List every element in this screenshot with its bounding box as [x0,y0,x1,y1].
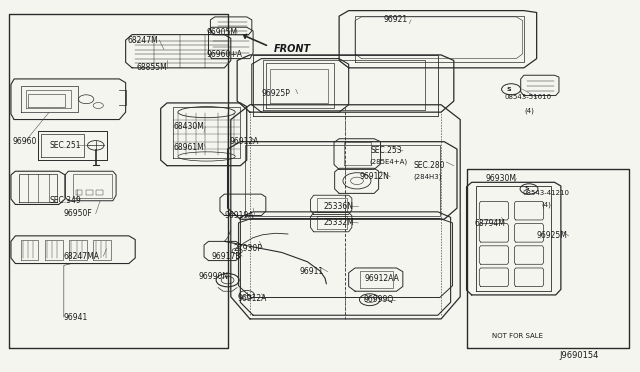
Text: 68855M: 68855M [136,63,167,72]
Text: 96921: 96921 [384,15,408,24]
Text: 25332M: 25332M [323,218,354,227]
Text: SEC.253: SEC.253 [371,147,403,155]
Text: J9690154: J9690154 [559,351,598,360]
Text: 08543-51610: 08543-51610 [505,94,552,100]
Text: SEC.349: SEC.349 [49,196,81,205]
Text: 68247M: 68247M [127,36,158,45]
Text: 96912AA: 96912AA [365,274,399,283]
Text: 96919A: 96919A [225,211,254,220]
Text: 68961M: 68961M [173,143,204,152]
Text: (4): (4) [541,201,552,208]
Text: (4): (4) [524,107,534,113]
Text: (285E4+A): (285E4+A) [369,159,407,165]
Text: 68430M: 68430M [173,122,204,131]
Text: 96950F: 96950F [64,209,93,218]
Text: 96905M: 96905M [207,28,237,37]
Text: 96912N: 96912N [360,172,389,181]
Text: FRONT: FRONT [274,44,311,54]
Text: 96912A: 96912A [230,137,259,146]
Text: (284H3): (284H3) [413,173,442,180]
Text: 68794M: 68794M [474,219,505,228]
Text: 08543-41210: 08543-41210 [523,190,570,196]
Text: 96925M: 96925M [537,231,568,240]
Text: SEC.280: SEC.280 [413,161,445,170]
Text: NOT FOR SALE: NOT FOR SALE [492,333,543,339]
Text: 96912A: 96912A [237,294,266,303]
Text: S: S [525,186,529,192]
Text: SEC.251: SEC.251 [49,141,81,150]
Text: 96930M: 96930M [486,174,516,183]
Text: 96960+A: 96960+A [207,51,243,60]
Text: 96999Q: 96999Q [364,295,394,304]
Text: 96990N: 96990N [199,272,229,281]
Text: 96960: 96960 [13,137,37,146]
Text: 96941: 96941 [64,312,88,321]
Text: 25336N: 25336N [323,202,353,211]
Text: 96925P: 96925P [261,89,291,98]
Text: 96917B: 96917B [212,251,241,261]
Text: 96911: 96911 [300,267,324,276]
Text: S: S [507,87,511,92]
Text: 68247MA: 68247MA [64,251,100,261]
Text: 27930P: 27930P [234,244,263,253]
